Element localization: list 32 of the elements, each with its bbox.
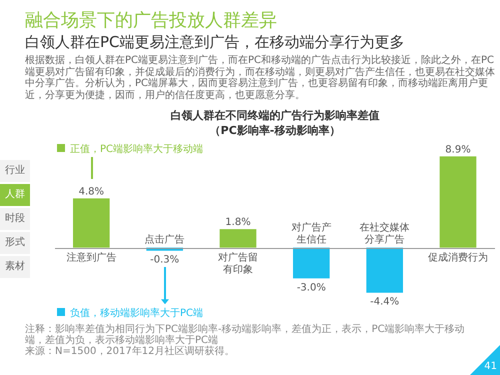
bar (440, 156, 476, 248)
chart-title: 白领人群在不同终端的广告行为影响率差值 (170, 108, 380, 123)
data-label: 4.8% (78, 186, 104, 198)
text: 行业 (0, 160, 30, 182)
x-tick-label: 对广告产生信任 (291, 222, 332, 246)
text: 素材 (0, 256, 30, 278)
text: 白领人群在PC端更易注意到广告，在移动端分享行为更多 (25, 33, 405, 52)
data-label: -0.3% (150, 254, 180, 266)
bar (293, 248, 330, 278)
bar (73, 198, 110, 248)
bar (366, 248, 403, 293)
text: 注释：影响率差值为相同行为下PC端影响率-移动端影响率，差值为正，表示，PC端影响率大于移动端，差值为负，表示移动端影响率大于PC端 (25, 324, 465, 346)
chart-subtitle: （PC影响率-移动影响率） (208, 123, 342, 138)
x-tick-label: 促成消费行为 (428, 252, 488, 264)
data-label: -4.4% (370, 296, 400, 308)
x-tick-label: 在社交媒体分享广告 (360, 222, 410, 246)
text: 根据数据，白领人群在PC端更易注意到广告，而在PC和移动端的广告点击行为比较接近，除此之外，在PC端更易对广告留有印象，并促成最后的消费行为，而在移动端，则更易对广告产生信任，也更易在社交媒体中分享广告。分析认为，PC端屏幕大，因而更容易注意到广告，也更容易留有印象，而移动端距离用户更近，分享更为便捷，因而，用户的信任度更高，也更愿意分享。 (25, 55, 495, 101)
text: 人群 (0, 184, 30, 206)
x-tick-label: 注意到广告 (66, 252, 116, 264)
text: 形式 (0, 232, 30, 254)
text: 时段 (0, 208, 30, 230)
bar (220, 229, 256, 248)
x-tick-label: 点击广告 (144, 234, 185, 246)
data-label: -3.0% (296, 282, 326, 294)
data-label: 8.9% (445, 144, 471, 156)
source-note: 来源：N=1500，2017年12月社区调研获得。 (25, 346, 236, 357)
text: 融合场景下的广告投放人群差异 (25, 9, 277, 32)
text: 负值，移动端影响率大于PC端 (69, 306, 204, 320)
data-label: 1.8% (225, 217, 251, 228)
text: 41 (484, 361, 497, 372)
x-tick-label: 对广告留有印象 (218, 252, 258, 276)
text: 正值，PC端影响率大于移动端 (69, 142, 204, 156)
